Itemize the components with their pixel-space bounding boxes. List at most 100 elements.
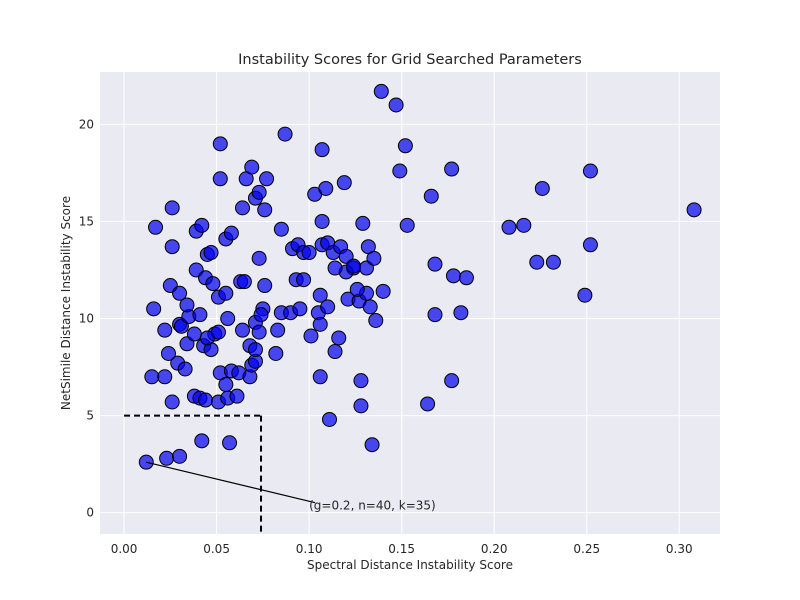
scatter-point	[453, 305, 469, 321]
x-tick-label: 0.30	[666, 542, 693, 556]
x-tick-label: 0.25	[573, 542, 600, 556]
scatter-point	[292, 301, 308, 317]
scatter-point	[420, 396, 436, 412]
scatter-point	[423, 188, 439, 204]
y-tick-label: 0	[86, 506, 94, 520]
annotation-leader-line	[146, 461, 316, 504]
annotation: (g=0.2, n=40, k=35)	[146, 461, 436, 513]
x-tick-label: 0.20	[481, 542, 508, 556]
x-tick-label: 0.10	[296, 542, 323, 556]
scatter-point	[577, 287, 593, 303]
scatter-point	[529, 254, 545, 270]
scatter-point	[327, 260, 343, 276]
scatter-point	[205, 276, 221, 292]
scatter-point	[331, 330, 347, 346]
scatter-point	[364, 437, 380, 453]
scatter-point	[251, 324, 267, 340]
y-tick-label: 10	[79, 312, 94, 326]
scatter-point	[320, 299, 336, 315]
scatter-point	[392, 163, 408, 179]
data-points	[138, 83, 702, 470]
scatter-point	[179, 297, 195, 313]
threshold-box	[124, 414, 263, 534]
scatter-point	[355, 215, 371, 231]
scatter-point	[164, 394, 180, 410]
scatter-point	[545, 254, 561, 270]
scatter-point	[144, 369, 160, 385]
scatter-point	[194, 433, 210, 449]
scatter-point	[353, 398, 369, 414]
scatter-point	[582, 237, 598, 253]
scatter-point	[244, 159, 260, 175]
scatter-point	[444, 161, 460, 177]
scatter-point	[164, 200, 180, 216]
scatter-point	[427, 307, 443, 323]
scatter-point	[368, 312, 384, 328]
scatter-point	[312, 369, 328, 385]
scatter-point	[229, 388, 245, 404]
x-tick-label: 0.05	[203, 542, 230, 556]
scatter-point	[336, 175, 352, 191]
scatter-point	[582, 163, 598, 179]
scatter-point	[516, 217, 532, 233]
scatter-point	[501, 219, 517, 235]
scatter-point	[197, 392, 213, 408]
scatter-point	[534, 180, 550, 196]
scatter-point	[218, 285, 234, 301]
scatter-point	[172, 285, 188, 301]
scatter-point	[172, 448, 188, 464]
scatter-point	[388, 97, 404, 113]
scatter-point	[444, 373, 460, 389]
scatter-point	[257, 202, 273, 218]
x-tick-label: 0.00	[111, 542, 138, 556]
scatter-point	[314, 142, 330, 158]
y-tick-label: 20	[79, 117, 94, 131]
scatter-point	[212, 171, 228, 187]
scatter-point	[194, 217, 210, 233]
scatter-point	[349, 281, 365, 297]
scatter-point	[223, 225, 239, 241]
scatter-point	[346, 258, 362, 274]
scatter-point	[327, 344, 343, 360]
scatter-point	[366, 250, 382, 266]
scatter-point	[686, 202, 702, 218]
scatter-point	[270, 322, 286, 338]
scatter-point	[301, 245, 317, 261]
scatter-point	[353, 373, 369, 389]
scatter-point	[312, 287, 328, 303]
scatter-point	[321, 411, 337, 427]
scatter-point	[157, 322, 173, 338]
scatter-point	[159, 450, 175, 466]
scatter-point	[277, 126, 293, 142]
scatter-point	[236, 274, 252, 290]
scatter-point	[362, 299, 378, 315]
scatter-point	[375, 283, 391, 299]
scatter-point	[203, 245, 219, 261]
scatter-point	[251, 250, 267, 266]
scatter-point	[318, 180, 334, 196]
y-axis-label: NetSimile Distance Instability Score	[59, 196, 73, 410]
scatter-point	[192, 307, 208, 323]
scatter-point	[458, 270, 474, 286]
scatter-point	[218, 377, 234, 393]
y-tick-label: 15	[79, 214, 94, 228]
scatter-point	[235, 322, 251, 338]
scatter-point	[397, 138, 413, 154]
scatter-point	[146, 301, 162, 317]
scatter-point	[427, 256, 443, 272]
scatter-point	[160, 345, 176, 361]
scatter-point	[257, 278, 273, 294]
scatter-point	[222, 435, 238, 451]
scatter-point	[251, 184, 267, 200]
y-tick-label: 5	[86, 409, 94, 423]
scatter-point	[314, 213, 330, 229]
scatter-point	[157, 369, 173, 385]
scatter-point	[259, 171, 275, 187]
scatter-point	[235, 200, 251, 216]
chart-title: Instability Scores for Grid Searched Par…	[238, 52, 582, 68]
scatter-point	[148, 219, 164, 235]
scatter-point	[268, 345, 284, 361]
scatter-point	[210, 324, 226, 340]
x-axis-label: Spectral Distance Instability Score	[307, 558, 513, 572]
